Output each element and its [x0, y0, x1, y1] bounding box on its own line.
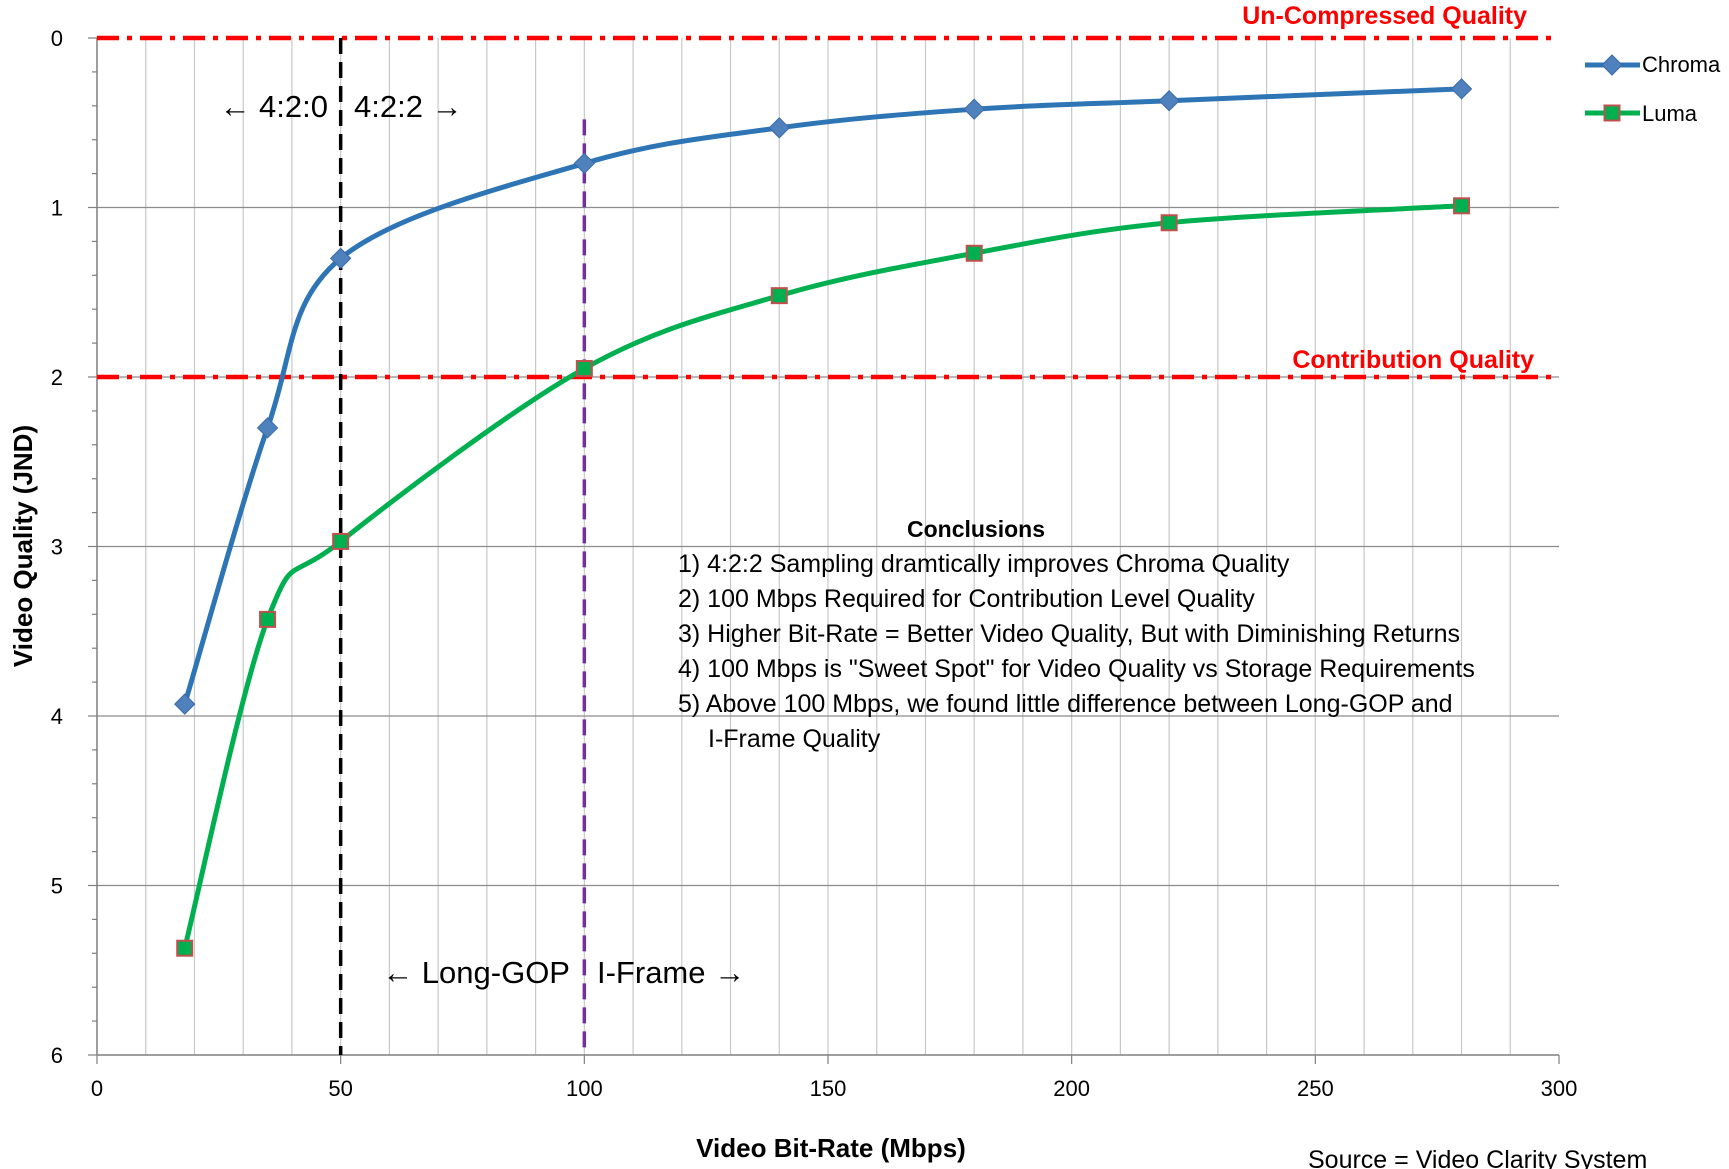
y-tick-label: 4 [51, 704, 63, 729]
data-point-luma [1160, 214, 1178, 232]
data-point-luma [770, 287, 788, 305]
annotation-long-gop: ← Long-GOP [382, 955, 570, 990]
conclusion-item-2: 2) 100 Mbps Required for Contribution Le… [678, 585, 1255, 613]
data-point-chroma [174, 693, 196, 715]
data-point-chroma [768, 117, 790, 139]
uncompressed-quality-label: Un-Compressed Quality [1242, 2, 1527, 30]
data-point-chroma [1450, 78, 1473, 100]
y-tick-label: 2 [51, 365, 63, 390]
data-point-chroma [256, 417, 279, 439]
reference-lines [97, 35, 1559, 380]
annotation-422: 4:2:2 → [354, 89, 463, 124]
x-tick-label: 300 [1541, 1076, 1578, 1101]
y-tick-label: 6 [51, 1043, 63, 1068]
conclusions-title: Conclusions [907, 516, 1045, 542]
y-tick-label: 3 [51, 535, 63, 560]
conclusion-item-5: 5) Above 100 Mbps, we found little diffe… [678, 690, 1453, 718]
grid [97, 38, 1559, 1055]
series-layer [174, 78, 1473, 957]
conclusion-item-4: 4) 100 Mbps is "Sweet Spot" for Video Qu… [678, 655, 1475, 683]
data-point-luma [332, 532, 350, 550]
x-tick-label: 250 [1297, 1076, 1334, 1101]
data-point-chroma [1158, 90, 1180, 112]
data-point-luma [259, 610, 277, 628]
x-axis-title: Video Bit-Rate (Mbps) [696, 1133, 966, 1163]
conclusion-item-6: I-Frame Quality [708, 725, 881, 753]
conclusion-item-1: 1) 4:2:2 Sampling dramtically improves C… [678, 550, 1290, 578]
source-note: Source = Video Clarity System [1308, 1146, 1647, 1169]
conclusion-item-3: 3) Higher Bit-Rate = Better Video Qualit… [678, 620, 1460, 648]
data-point-luma [575, 360, 593, 378]
data-point-luma [176, 939, 194, 957]
x-tick-label: 150 [810, 1076, 847, 1101]
x-tick-label: 100 [566, 1076, 603, 1101]
axes: 0 50 100 150 200 250 300 0 1 2 3 4 5 6 [51, 26, 1578, 1101]
y-tick-label: 0 [51, 26, 63, 51]
y-tick-label: 5 [51, 874, 63, 899]
data-point-chroma [963, 98, 985, 120]
annotation-i-frame: I-Frame → [597, 955, 745, 990]
contribution-quality-label: Contribution Quality [1292, 346, 1534, 374]
x-tick-label: 200 [1053, 1076, 1090, 1101]
legend-label-luma: Luma [1642, 101, 1698, 126]
legend: Chroma Luma [1585, 52, 1721, 126]
data-point-chroma [329, 247, 352, 270]
legend-marker-chroma [1601, 54, 1623, 76]
y-axis-title: Video Quality (JND) [8, 425, 38, 667]
legend-label-chroma: Chroma [1642, 52, 1721, 77]
legend-marker-luma [1603, 104, 1621, 122]
data-point-luma [1453, 197, 1471, 215]
chart-text: Video Bit-Rate (Mbps) Video Quality (JND… [8, 2, 1647, 1169]
x-tick-label: 50 [328, 1076, 352, 1101]
y-tick-label: 1 [51, 196, 63, 221]
annotation-420: ← 4:2:0 [219, 89, 328, 124]
data-point-chroma [573, 152, 596, 175]
data-point-luma [965, 244, 983, 262]
x-tick-label: 0 [91, 1076, 103, 1101]
